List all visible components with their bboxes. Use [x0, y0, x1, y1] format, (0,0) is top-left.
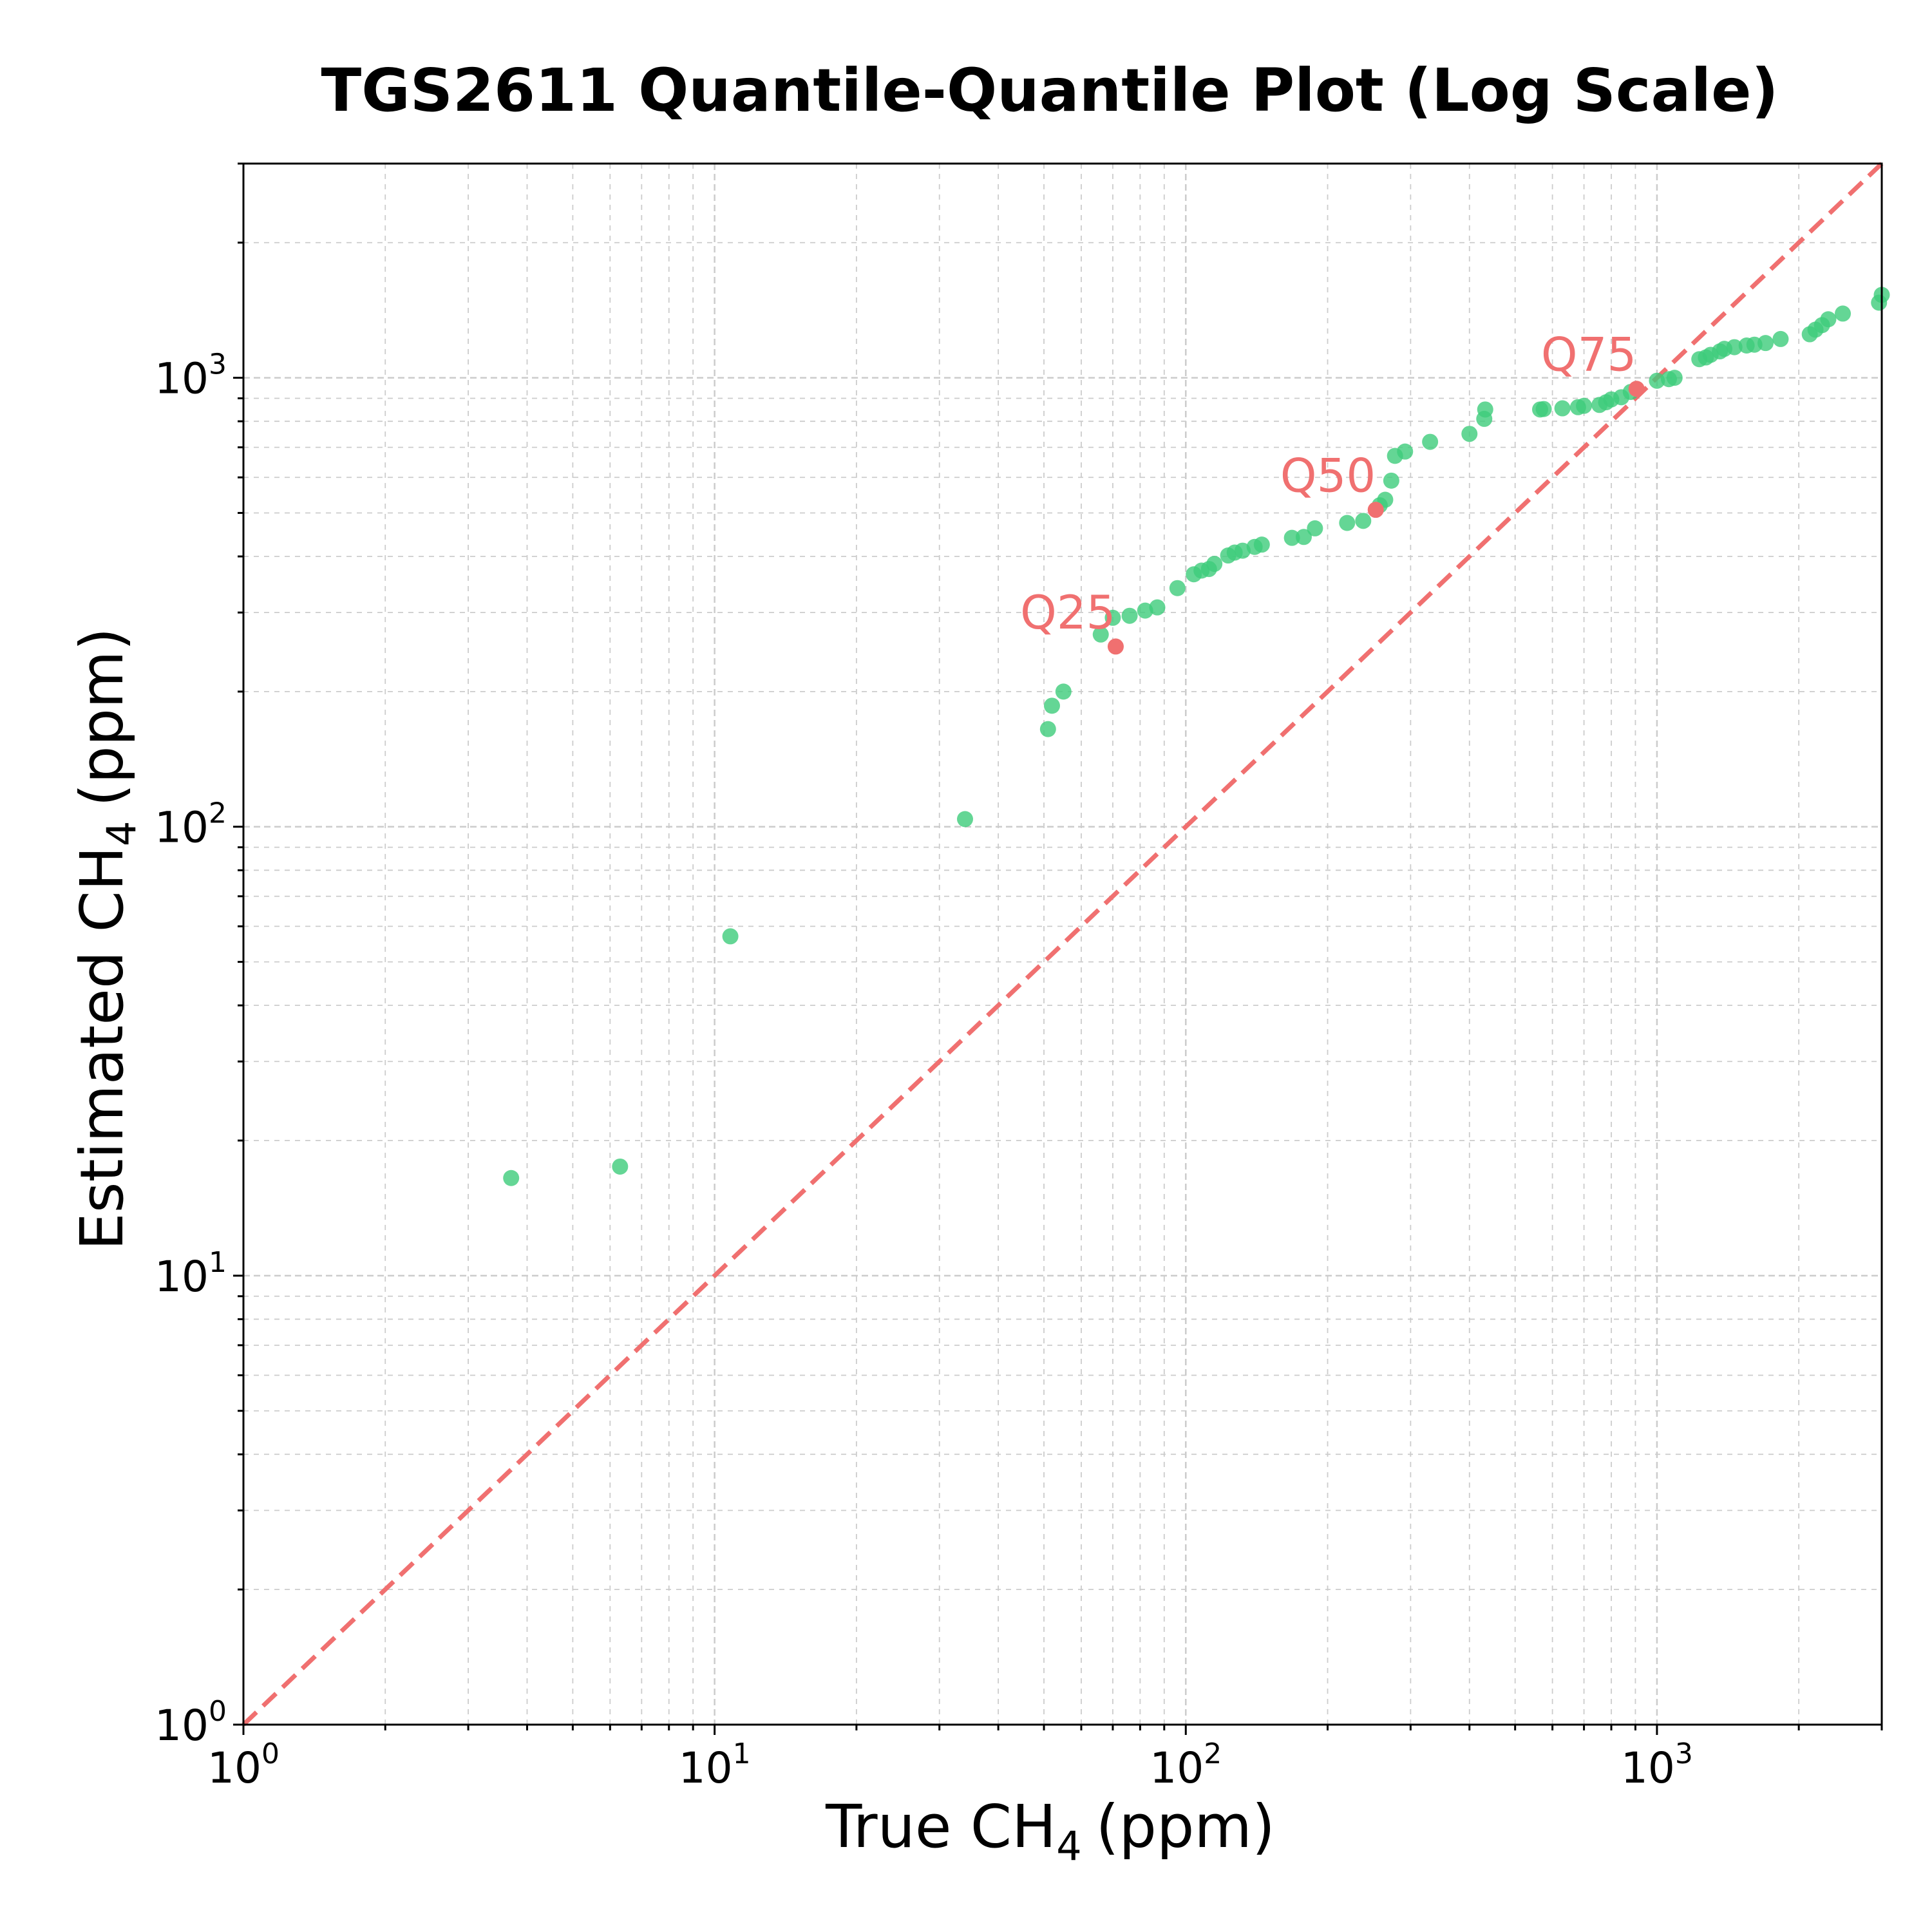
data-point	[1422, 433, 1439, 450]
data-point	[1339, 515, 1356, 531]
x-tick-label: 103	[1621, 1738, 1693, 1793]
y-axis-label-sub: 4	[98, 821, 145, 846]
x-tick-label: 100	[207, 1738, 279, 1793]
data-point	[1092, 626, 1109, 643]
data-point	[1835, 305, 1852, 322]
data-point	[1206, 556, 1223, 573]
y-tick-label: 103	[155, 348, 227, 404]
x-tick-label: 101	[679, 1738, 751, 1793]
quantile-points: Q25 Q50 Q75	[1020, 328, 1645, 655]
y-tick-labels: 100 101 102 103	[155, 348, 227, 1750]
quantile-point	[1628, 381, 1645, 397]
chart-title: TGS2611 Quantile-Quantile Plot (Log Scal…	[321, 56, 1778, 125]
data-point	[1461, 426, 1478, 442]
x-axis-label: True CH4 (ppm)	[825, 1792, 1275, 1870]
x-axis-label-sub: 4	[1056, 1823, 1081, 1870]
data-point	[1149, 599, 1166, 616]
grid	[233, 162, 1883, 1735]
data-point	[1726, 339, 1743, 355]
data-point	[1649, 372, 1665, 389]
y-tick-label: 101	[155, 1246, 227, 1302]
data-point	[1137, 602, 1153, 619]
data-point	[1169, 580, 1186, 596]
plot-frame	[242, 162, 1883, 1726]
data-point	[722, 928, 739, 945]
data-point	[1820, 311, 1837, 328]
x-tick-labels: 100 101 102 103	[207, 1738, 1693, 1793]
y-axis-label-main: Estimated CH	[68, 846, 137, 1250]
quantile-label: Q75	[1541, 328, 1636, 382]
data-point	[1355, 513, 1372, 529]
data-point	[1757, 335, 1774, 352]
data-point	[1397, 443, 1414, 460]
data-point	[1535, 401, 1552, 417]
data-point	[1055, 683, 1072, 700]
quantile-point	[1107, 638, 1124, 655]
data-point	[1554, 400, 1571, 417]
data-point	[1283, 529, 1300, 546]
x-axis-label-unit: (ppm)	[1096, 1792, 1275, 1861]
x-tick-label: 102	[1150, 1738, 1222, 1793]
data-point	[1043, 697, 1060, 714]
data-point	[1307, 520, 1323, 536]
data-point	[1104, 609, 1121, 626]
data-point	[1576, 397, 1593, 414]
data-point	[956, 811, 973, 828]
y-axis-label-unit: (ppm)	[68, 627, 137, 806]
data-point	[1039, 721, 1056, 737]
y-tick-label: 102	[155, 797, 227, 853]
data-point	[1666, 370, 1683, 386]
quantile-label: Q25	[1020, 585, 1115, 639]
data-point	[1253, 536, 1270, 553]
data-point	[1295, 529, 1312, 545]
data-point	[1477, 401, 1493, 418]
x-axis-label-main: True CH	[825, 1792, 1056, 1861]
y-axis-label: Estimated CH4 (ppm)	[68, 627, 145, 1250]
y-tick-label: 100	[155, 1695, 227, 1750]
data-point	[612, 1158, 629, 1175]
quantile-point	[1367, 502, 1384, 518]
data-point	[1772, 330, 1789, 347]
quantile-label: Q50	[1280, 449, 1376, 503]
data-point	[1121, 607, 1138, 624]
data-point	[1377, 491, 1394, 508]
data-point	[1383, 472, 1399, 489]
data-point	[503, 1170, 520, 1186]
